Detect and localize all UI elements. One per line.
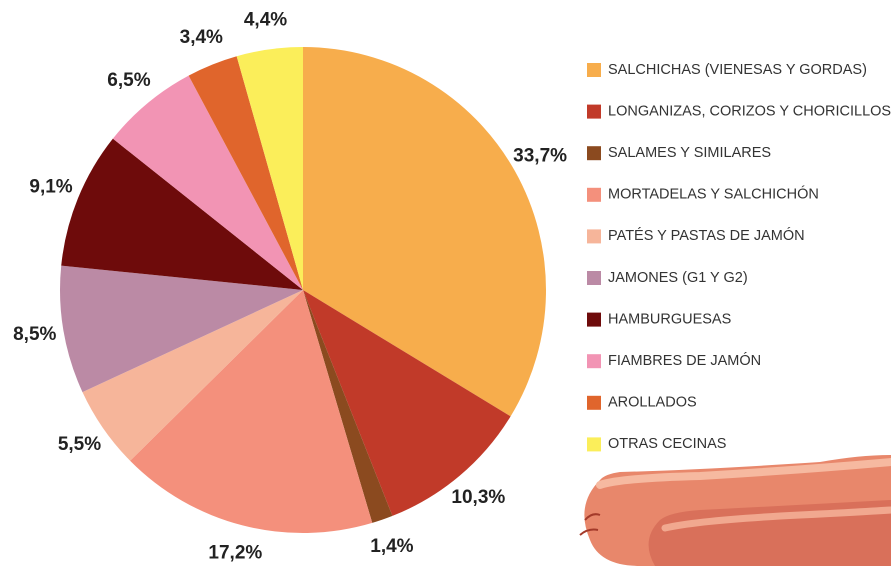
value-label: 3,4% — [180, 27, 223, 48]
legend-label: SALAMES Y SIMILARES — [608, 145, 771, 161]
legend-swatch — [587, 105, 601, 119]
legend-label: MORTADELAS Y SALCHICHÓN — [608, 186, 819, 203]
value-label: 1,4% — [370, 536, 413, 557]
legend-label: FIAMBRES DE JAMÓN — [608, 352, 761, 369]
legend-swatch — [587, 271, 601, 285]
legend-label: HAMBURGUESAS — [608, 311, 731, 327]
legend-swatch — [587, 146, 601, 160]
value-label: 9,1% — [29, 177, 72, 198]
legend-swatch — [587, 63, 601, 77]
value-label: 17,2% — [208, 542, 262, 563]
legend-label: AROLLADOS — [608, 395, 697, 411]
legend-label: PATÉS Y PASTAS DE JAMÓN — [608, 227, 805, 244]
legend-swatch — [587, 354, 601, 368]
legend-swatch — [587, 229, 601, 243]
value-label: 33,7% — [513, 146, 567, 167]
sausage-illustration — [580, 455, 891, 566]
value-label: 6,5% — [107, 70, 150, 91]
legend-swatch — [587, 396, 601, 410]
value-label: 4,4% — [244, 10, 287, 31]
legend-swatch — [587, 313, 601, 327]
legend-label: SALCHICHAS (VIENESAS Y GORDAS) — [608, 62, 867, 78]
value-label: 8,5% — [13, 324, 56, 345]
legend-label: OTRAS CECINAS — [608, 436, 726, 452]
chart: 33,7% 10,3% 1,4% 17,2% 5,5% 8,5% 9,1% 6,5% 3,4% 4… — [0, 0, 891, 566]
legend-swatch — [587, 437, 601, 451]
legend-swatch — [587, 188, 601, 202]
value-label: 5,5% — [58, 434, 101, 455]
legend-label: LONGANIZAS, CORIZOS Y CHORICILLOS — [608, 103, 891, 119]
value-label: 10,3% — [451, 487, 505, 508]
legend-label: JAMONES (G1 Y G2) — [608, 270, 748, 286]
